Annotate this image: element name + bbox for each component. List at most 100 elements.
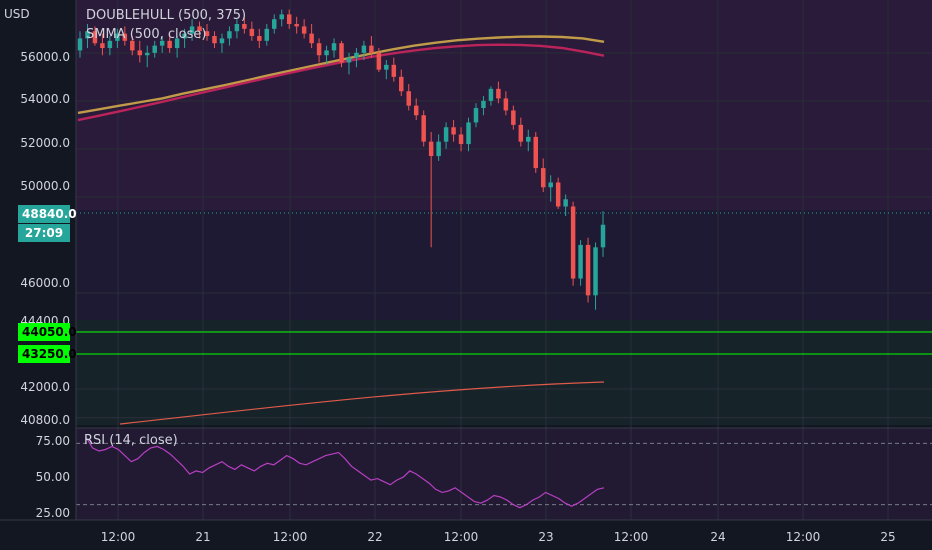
horizontal-levels: [76, 212, 932, 355]
candle: [189, 19, 195, 41]
candle: [242, 16, 247, 34]
candle-body: [324, 50, 329, 56]
time-tick-label: 12:00: [786, 530, 821, 544]
candle: [286, 9, 292, 29]
countdown-tag: 27:09: [18, 224, 70, 242]
candle-body: [115, 33, 120, 41]
rsi-pane: [76, 427, 932, 509]
candle-body: [77, 38, 83, 51]
band-indigo: [76, 210, 932, 320]
candle-body: [473, 108, 479, 123]
candle-body: [540, 168, 546, 188]
candle-body: [406, 91, 411, 106]
trend-lines: [119, 381, 605, 425]
candle-body: [100, 43, 105, 49]
candle: [174, 36, 180, 58]
candle: [473, 103, 479, 128]
candle: [428, 132, 434, 248]
candle: [324, 45, 329, 65]
candle: [219, 33, 225, 53]
candle: [107, 36, 113, 56]
currency-label: USD: [4, 7, 30, 21]
candle-body: [563, 199, 568, 207]
candle: [391, 57, 397, 82]
candle: [197, 21, 202, 39]
background-bands: [76, 0, 932, 520]
candle-body: [421, 115, 426, 142]
candle-body: [548, 182, 553, 188]
candle-body: [294, 24, 299, 27]
candle: [249, 21, 255, 41]
candle: [458, 127, 464, 152]
candle-body: [481, 100, 486, 109]
candle: [77, 31, 83, 58]
candle-body: [130, 40, 135, 51]
rsi-tick-label: 75.00: [36, 434, 70, 448]
candle: [585, 237, 591, 303]
candle: [272, 14, 277, 34]
candle-body: [219, 38, 225, 44]
candle-body: [316, 43, 322, 56]
candle: [130, 36, 135, 56]
candle-body: [92, 31, 98, 44]
candle-body: [413, 105, 419, 116]
time-tick-label: 12:00: [101, 530, 136, 544]
price-tick-label: 52000.0: [20, 136, 70, 150]
candle: [152, 40, 157, 58]
candle-body: [503, 98, 509, 111]
candle: [496, 81, 501, 104]
time-tick-label: 12:00: [273, 530, 308, 544]
last-price-tag: 48840.0: [18, 205, 77, 223]
time-tick-label: 25: [880, 530, 895, 544]
rsi-label[interactable]: RSI (14, close): [84, 433, 178, 448]
candle-body: [145, 52, 150, 56]
price-tick-label: 56000.0: [20, 50, 70, 64]
candle-body: [137, 50, 143, 56]
price-tick-label: 54000.0: [20, 92, 70, 106]
candle: [115, 28, 120, 49]
rsi-background: [76, 428, 932, 520]
candle: [301, 19, 307, 39]
price-tick-label: 42000.0: [20, 380, 70, 394]
candle-body: [249, 28, 255, 37]
candle-body: [286, 14, 292, 25]
candle: [316, 38, 322, 63]
candle: [555, 177, 561, 209]
candle: [436, 134, 441, 161]
candle-body: [152, 45, 157, 53]
candle-body: [428, 141, 434, 157]
candle: [92, 26, 98, 46]
candle-body: [234, 24, 240, 32]
candle: [533, 132, 538, 173]
candle-body: [570, 206, 576, 279]
candle-body: [526, 136, 531, 142]
candle: [481, 96, 486, 116]
candle: [339, 40, 344, 68]
candle-body: [346, 57, 352, 63]
candle: [212, 31, 217, 49]
candle-body: [496, 88, 501, 99]
candle-body: [511, 110, 516, 125]
candle-body: [533, 136, 538, 169]
candle: [443, 122, 449, 149]
candle-body: [242, 24, 247, 29]
candles: [77, 9, 606, 310]
smma-label[interactable]: SMMA (500, close): [86, 27, 207, 42]
candle: [526, 129, 531, 152]
time-tick-label: 21: [195, 530, 210, 544]
doublehull-label[interactable]: DOUBLEHULL (500, 375): [86, 8, 247, 23]
candle: [518, 117, 524, 147]
candle-body: [301, 26, 307, 34]
candle: [451, 120, 456, 142]
candle: [369, 36, 374, 58]
candle-body: [585, 244, 591, 296]
candle: [600, 211, 606, 257]
candle: [413, 98, 419, 121]
candle-body: [518, 124, 524, 142]
candle-body: [227, 31, 232, 39]
candle-body: [593, 247, 598, 296]
candle: [182, 28, 187, 49]
time-tick-label: 12:00: [444, 530, 479, 544]
